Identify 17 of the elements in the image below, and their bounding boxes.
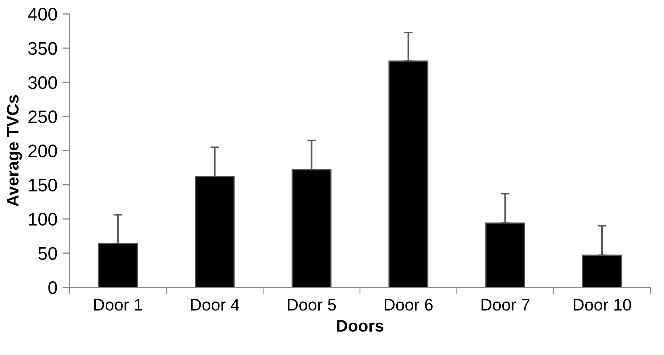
y-axis-title: Average TVCs	[7, 95, 22, 207]
x-tick-label: Door 1	[94, 299, 142, 311]
y-tick-label: 300	[28, 76, 58, 90]
x-tick-label: Door 4	[191, 299, 240, 311]
x-tick-label: Door 6	[384, 299, 433, 311]
x-axis-title: Doors	[337, 320, 384, 332]
y-tick-label: 200	[28, 144, 58, 158]
y-tick-label: 100	[29, 213, 58, 226]
x-tick-label: Door 7	[482, 299, 530, 311]
y-tick-label: 50	[38, 247, 58, 260]
y-tick-label: 400	[28, 8, 58, 21]
y-tick-label: 150	[29, 178, 58, 192]
x-tick-label: Door 5	[288, 299, 336, 311]
y-tick-label: 350	[28, 42, 58, 56]
y-tick-label: 0	[48, 281, 58, 294]
y-tick-label: 250	[28, 110, 58, 124]
x-tick-label: Door 10	[574, 299, 632, 311]
